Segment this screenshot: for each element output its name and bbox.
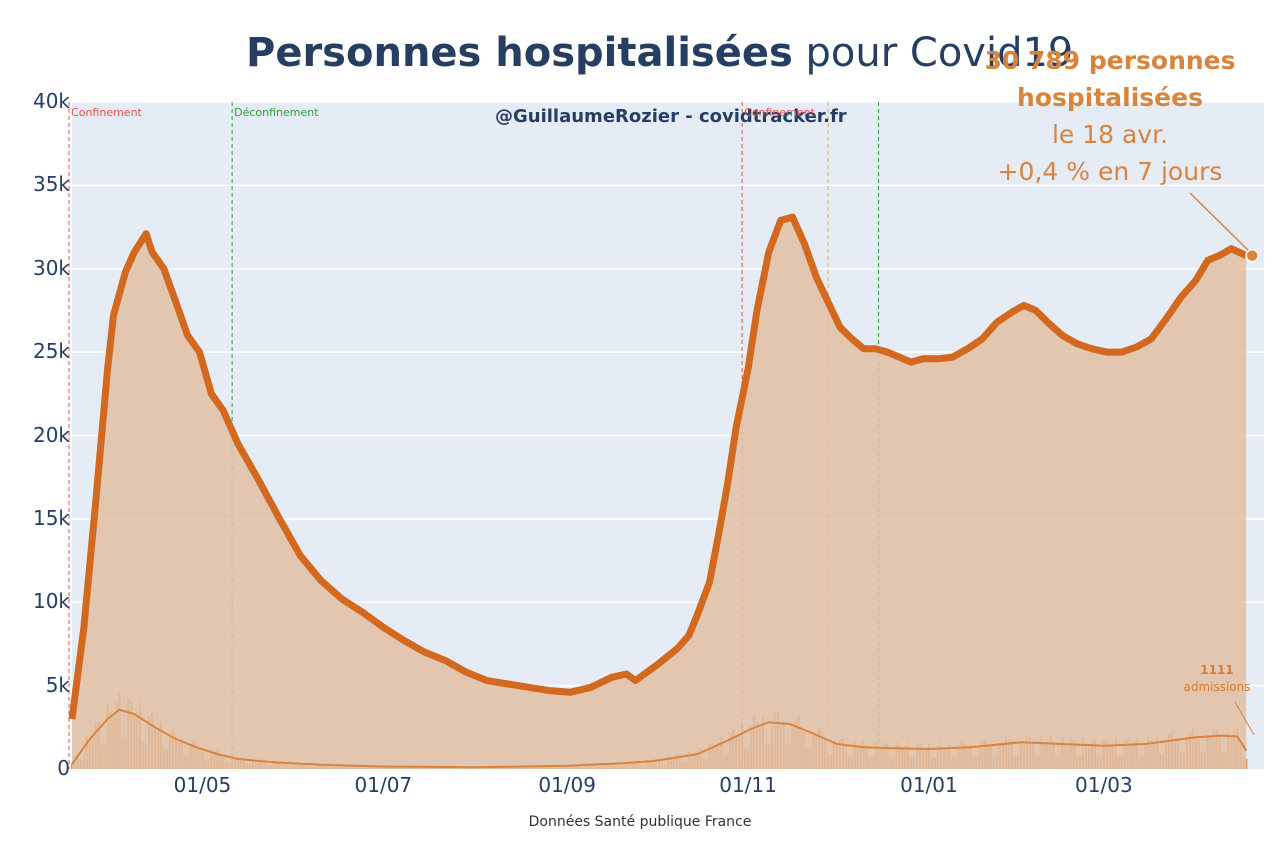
- y-tick-label: 0: [57, 756, 70, 780]
- x-tick-label: 01/05: [173, 773, 232, 797]
- credit-text: @GuillaumeRozier - covidtracker.fr: [495, 106, 847, 127]
- x-tick-label: 01/07: [354, 773, 413, 797]
- y-tick-label: 35k: [32, 172, 70, 197]
- y-tick-label: 40k: [32, 89, 70, 113]
- event-label: Déconfinement: [234, 106, 319, 119]
- title-rest: pour Covid19: [792, 30, 1074, 76]
- annotation-change: +0,4 % en 7 jours: [997, 157, 1223, 186]
- y-tick-label: 30k: [32, 255, 70, 280]
- x-tick-label: 01/01: [900, 773, 958, 797]
- hospitalized-line: [68, 213, 1248, 720]
- event-label: Confinement: [71, 106, 142, 119]
- y-tick-label: 25k: [32, 339, 70, 364]
- source-text: Données Santé publique France: [528, 814, 752, 830]
- title-bold: Personnes hospitalisées: [246, 30, 793, 76]
- last-point-marker: [1245, 248, 1259, 263]
- x-tick-label: 01/09: [538, 773, 596, 797]
- admissions-value: 1111: [1200, 663, 1234, 677]
- annotation-label: hospitalisées: [1017, 83, 1203, 112]
- annotation-count: 30 789 personnes: [984, 46, 1236, 75]
- y-tick-label: 15k: [32, 505, 70, 530]
- admissions-line: [71, 708, 1248, 769]
- y-tick-label: 5k: [45, 672, 70, 697]
- annotation-date: le 18 avr.: [1051, 120, 1169, 149]
- y-tick-label: 10k: [32, 589, 70, 614]
- admissions-label: admissions: [1183, 680, 1251, 694]
- admissions-annotation: 1111 admissions: [1172, 662, 1262, 696]
- hospitalized-annotation: 30 789 personnes hospitalisées le 18 avr…: [960, 42, 1260, 190]
- chart-title: Personnes hospitalisées pour Covid19: [246, 30, 1073, 76]
- x-tick-label: 01/03: [1075, 773, 1133, 797]
- hospitalized-area: [72, 217, 1247, 770]
- event-label: Confinement: [744, 106, 815, 119]
- admissions-bar: [1245, 758, 1248, 769]
- annotation-arrow: [1189, 192, 1251, 253]
- admissions-annotation-arrow: [1234, 701, 1255, 736]
- x-tick-label: 01/11: [719, 773, 777, 797]
- y-tick-label: 20k: [32, 422, 70, 447]
